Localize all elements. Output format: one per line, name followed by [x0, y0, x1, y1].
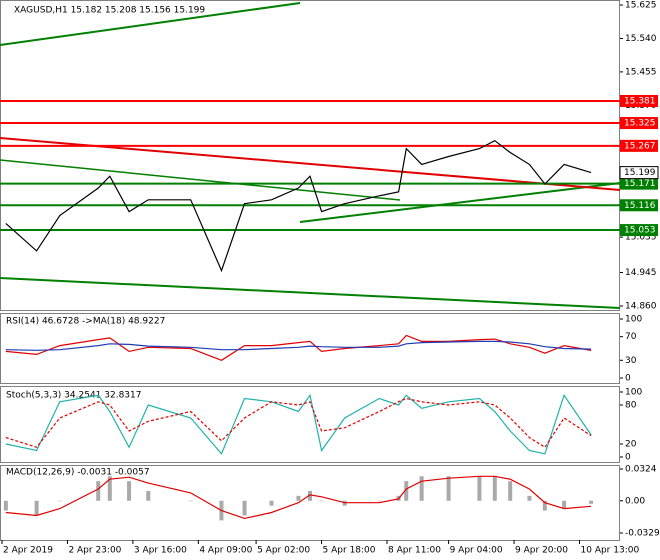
trend-lines — [0, 2, 621, 309]
level-box — [620, 95, 658, 108]
last-price-box — [619, 166, 659, 180]
macd-bar — [146, 490, 151, 501]
level-label: 15.381 — [624, 97, 656, 107]
macd-bar — [57, 500, 62, 502]
macd-bar — [589, 500, 594, 504]
y-tick-label: 14.945 — [625, 268, 657, 278]
level-label: 15.171 — [624, 179, 656, 189]
macd-title: MACD(12,26,9) -0.0031 -0.0057 — [6, 468, 150, 478]
macd-bar — [477, 476, 482, 501]
y-tick-label: 20 — [625, 440, 637, 450]
y-tick-label: 15.540 — [625, 34, 657, 44]
macd-bar — [446, 476, 451, 501]
y-tick-label: 100 — [625, 315, 642, 325]
rsi-title: RSI(14) 46.6728 ->MA(18) 48.9227 — [6, 317, 165, 327]
panel-frames — [0, 0, 620, 541]
macd-bar — [404, 481, 409, 501]
trend-line — [0, 2, 301, 46]
macd-bar — [542, 500, 547, 511]
x-tick-label: 8 Apr 11:00 — [388, 546, 441, 556]
x-tick-label: 5 Apr 18:00 — [323, 546, 376, 556]
macd-bar — [3, 500, 8, 511]
series-line — [5, 475, 592, 520]
chart-title: XAGUSD,H1 15.182 15.208 15.156 15.199 — [14, 6, 205, 16]
main-frame — [0, 0, 620, 311]
level-box — [620, 139, 658, 152]
macd-bar — [242, 500, 247, 516]
y-tick-label: 70 — [625, 332, 637, 342]
level-box — [620, 177, 658, 190]
level-label: 15.116 — [624, 201, 656, 211]
macd-bar — [377, 500, 382, 502]
macd-bar — [296, 495, 301, 501]
macd-bar — [319, 500, 324, 502]
rsi-frame — [0, 313, 620, 384]
y-tick-label: -0.0329 — [625, 529, 660, 539]
x-tick-label: 9 Apr 04:00 — [450, 546, 503, 556]
trend-line — [299, 182, 621, 223]
x-tick-label: 9 Apr 20:00 — [515, 546, 568, 556]
level-box — [620, 117, 658, 130]
level-label: 15.053 — [624, 226, 656, 236]
x-tick-label: 2 Apr 2019 — [3, 546, 53, 556]
macd-bar — [269, 500, 274, 506]
series-line — [5, 393, 592, 455]
macd-bar — [34, 500, 39, 516]
macd-bar — [308, 490, 312, 501]
last-price-label: 15.199 — [624, 168, 656, 178]
trend-line — [0, 159, 401, 201]
y-tick-label: 14.860 — [625, 302, 657, 312]
macd-bar — [562, 500, 567, 509]
x-tick-label: 3 Apr 16:00 — [134, 546, 187, 556]
macd-frame — [0, 465, 620, 541]
macd-bar — [527, 495, 532, 501]
y-tick-label: 0 — [625, 453, 631, 463]
y-tick-label: 15.625 — [625, 1, 657, 11]
level-label: 15.325 — [624, 119, 656, 129]
y-tick-label: 15.035 — [625, 233, 657, 243]
y-tick-label: 80 — [625, 401, 637, 411]
stoch-title: Stoch(5,3,3) 34.2541 32.8317 — [6, 391, 141, 401]
y-tick-label: 0 — [625, 374, 631, 384]
series-line — [5, 340, 592, 351]
y-tick-label: 0.00 — [625, 496, 645, 506]
level-box — [620, 224, 658, 237]
y-tick-label: 30 — [625, 356, 637, 366]
x-tick-label: 4 Apr 09:00 — [199, 546, 252, 556]
macd-bar — [188, 500, 193, 502]
level-box — [620, 199, 658, 212]
macd-bar — [107, 476, 112, 501]
macd-bar — [508, 481, 513, 501]
x-tick-label: 5 Apr 02:00 — [257, 546, 310, 556]
y-tick-label: 15.455 — [625, 67, 657, 77]
y-tick-label: 100 — [625, 388, 642, 398]
series-line — [5, 397, 592, 449]
series-line — [5, 139, 592, 273]
stoch-frame — [0, 386, 620, 463]
x-tick-label: 2 Apr 23:00 — [68, 546, 121, 556]
macd-bar — [492, 476, 497, 501]
trend-line — [0, 277, 621, 309]
macd-bar — [96, 481, 101, 501]
macd-bar — [127, 481, 132, 501]
x-tick-label: 10 Apr 13:00 — [581, 546, 640, 556]
y-tick-label: 0.0324 — [625, 465, 657, 475]
macd-bar — [419, 476, 424, 501]
level-label: 15.267 — [624, 141, 656, 151]
